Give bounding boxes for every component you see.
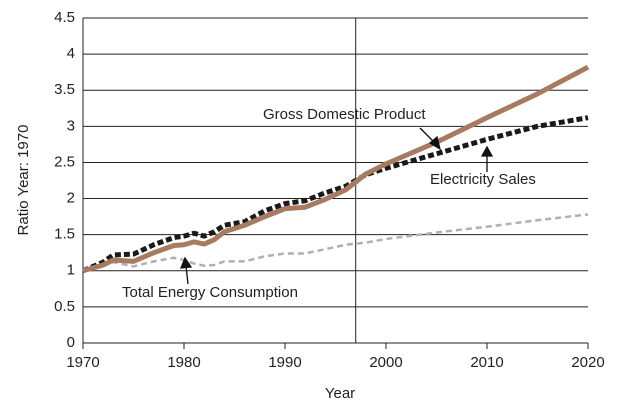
y-tick-label: 0.5	[54, 298, 75, 315]
y-tick-label: 3	[67, 117, 75, 134]
y-tick-label: 3.5	[54, 81, 75, 98]
series-line	[82, 213, 589, 272]
x-tick-label: 1980	[167, 354, 200, 371]
annotation-arrows	[179, 127, 494, 285]
x-tick-label: 2020	[571, 354, 604, 371]
y-tick-label: 2	[67, 190, 75, 207]
series-line	[82, 115, 589, 274]
y-tick-label: 4	[67, 45, 75, 62]
y-axis-title: Ratio Year: 1970	[15, 125, 32, 236]
x-tick-label: 1970	[66, 354, 99, 371]
x-tick-label: 2010	[470, 354, 503, 371]
x-tick-label: 2000	[369, 354, 402, 371]
x-axis-title: Year	[325, 385, 355, 402]
annotation: Gross Domestic Product	[263, 106, 426, 123]
series-line	[82, 64, 590, 274]
annotation: Total Energy Consumption	[122, 284, 298, 301]
annotation: Electricity Sales	[430, 171, 536, 188]
y-tick-label: 1.5	[54, 226, 75, 243]
y-tick-label: 0	[67, 334, 75, 351]
y-tick-label: 4.5	[54, 9, 75, 26]
y-tick-label: 2.5	[54, 153, 75, 170]
x-tick-label: 1990	[268, 354, 301, 371]
y-tick-label: 1	[67, 262, 75, 279]
